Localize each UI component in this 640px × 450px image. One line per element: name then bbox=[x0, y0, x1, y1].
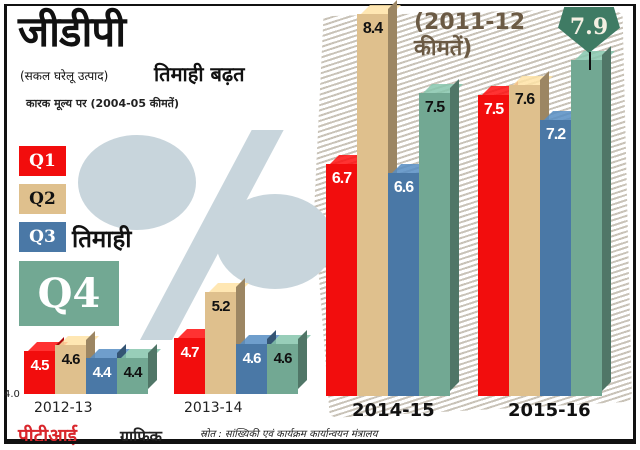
bar-2014-15-q3: 6.6 bbox=[388, 173, 419, 396]
bar-value: 6.7 bbox=[331, 170, 352, 187]
bar-value: 4.6 bbox=[242, 350, 262, 367]
bar-value: 4.7 bbox=[180, 344, 200, 361]
bar-2013-14-q4: 4.6 bbox=[267, 344, 298, 394]
source-note: स्रोत : सांख्यिकी एवं कार्यक्रम कार्यान्… bbox=[200, 429, 378, 440]
chart-frame bbox=[4, 4, 636, 442]
new-basis-note-line1: (2011-12 bbox=[414, 10, 526, 35]
legend-q1: Q1 bbox=[19, 146, 66, 176]
x-label-2012-13: 2012-13 bbox=[34, 400, 93, 416]
bar-value: 5.2 bbox=[211, 298, 231, 315]
new-basis-note-line2: कीमतें) bbox=[414, 36, 473, 61]
new-basis-note: (2011-12 कीमतें) bbox=[414, 10, 525, 62]
brand-logo: पीटीआई bbox=[18, 425, 77, 447]
bar-value: 4.5 bbox=[30, 357, 50, 374]
bar-value: 7.5 bbox=[424, 99, 445, 116]
bottom-rule bbox=[4, 441, 636, 444]
chart-title: जीडीपी bbox=[18, 7, 126, 56]
legend-q4: Q4 bbox=[19, 261, 119, 326]
percent-symbol-circle-top bbox=[78, 135, 196, 230]
bar-value: 7.2 bbox=[545, 126, 566, 143]
legend-q3: Q3 bbox=[19, 222, 66, 252]
bar-2014-15-q1: 6.7 bbox=[326, 164, 357, 396]
bar-value: 4.4 bbox=[92, 364, 112, 381]
percent-symbol-circle-bottom bbox=[216, 194, 334, 289]
bar-value: 4.6 bbox=[61, 351, 81, 368]
y-axis-baseline-label: 4.0 bbox=[4, 389, 20, 400]
bar-value: 7.6 bbox=[514, 91, 535, 108]
bar-2013-14-q2: 5.2 bbox=[205, 292, 236, 394]
bar-2015-16-q2: 7.6 bbox=[509, 85, 540, 396]
bar-2013-14-q3: 4.6 bbox=[236, 344, 267, 394]
bar-2015-16-q1: 7.5 bbox=[478, 95, 509, 396]
x-label-2013-14: 2013-14 bbox=[184, 400, 243, 416]
bar-2014-15-q2: 8.4 bbox=[357, 14, 388, 396]
legend-q2: Q2 bbox=[19, 184, 66, 214]
x-label-2015-16: 2015-16 bbox=[508, 400, 591, 421]
x-label-2014-15: 2014-15 bbox=[352, 400, 435, 421]
bar-2012-13-q1: 4.5 bbox=[24, 351, 55, 394]
callout-pointer bbox=[589, 52, 591, 70]
bar-value: 6.6 bbox=[393, 179, 414, 196]
bar-value: 4.6 bbox=[273, 350, 293, 367]
bar-2012-13-q4: 4.4 bbox=[117, 358, 148, 394]
legend-quarter-label: तिमाही bbox=[72, 225, 132, 253]
basis-note: कारक मूल्य पर (2004-05 कीमतें) bbox=[26, 97, 179, 110]
bar-value: 8.4 bbox=[362, 20, 383, 37]
bar-2012-13-q2: 4.6 bbox=[55, 345, 86, 394]
bar-2015-16-q3: 7.2 bbox=[540, 120, 571, 396]
bar-2014-15-q4: 7.5 bbox=[419, 93, 450, 396]
bar-2012-13-q3: 4.4 bbox=[86, 358, 117, 394]
bar-2013-14-q1: 4.7 bbox=[174, 338, 205, 394]
bar-value: 4.4 bbox=[123, 364, 143, 381]
chart-subtitle: तिमाही बढ़त bbox=[154, 62, 245, 86]
bar-2015-16-q4 bbox=[571, 60, 602, 396]
bar-value: 7.5 bbox=[483, 101, 504, 118]
chart-subtitle-paren: (सकल घरेलू उत्पाद) bbox=[20, 69, 109, 83]
